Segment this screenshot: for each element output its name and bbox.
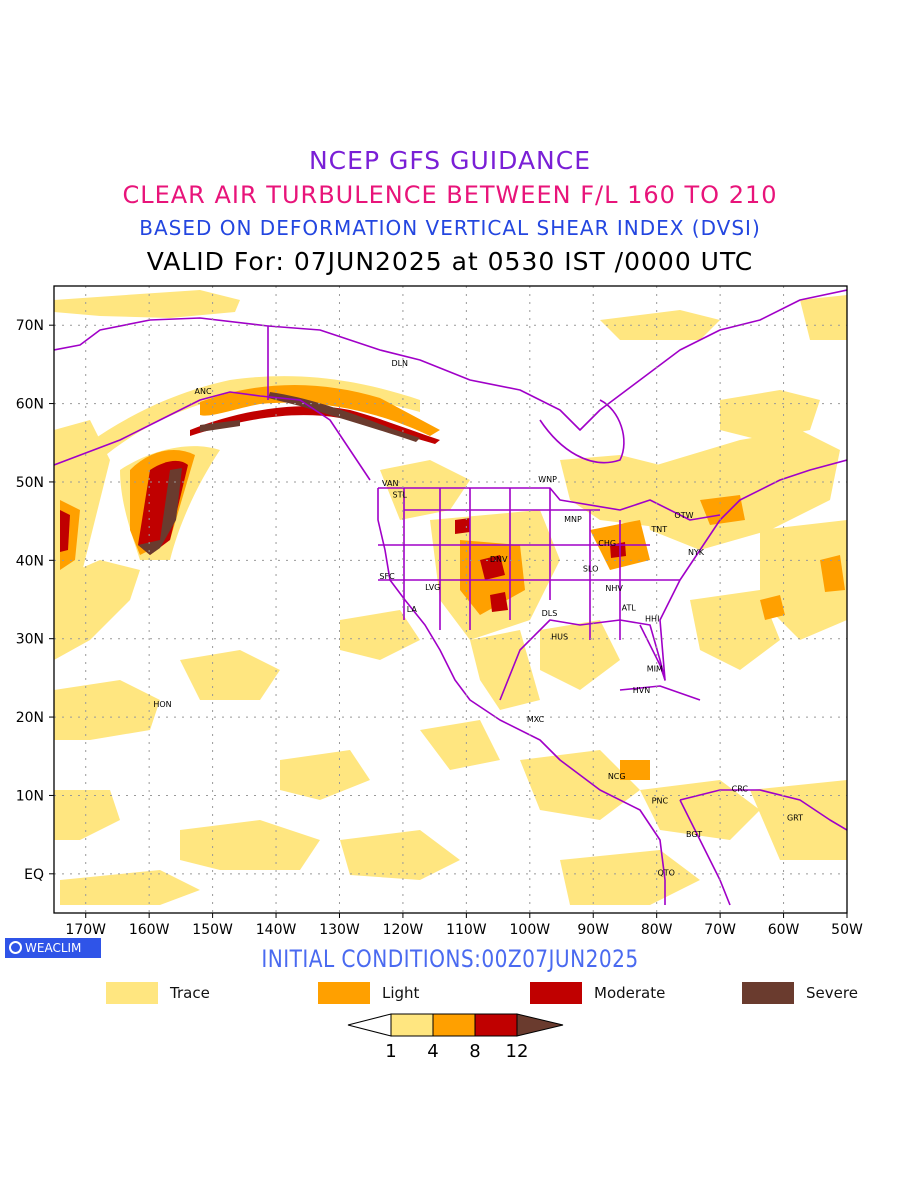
station-hvn: HVN [633,686,650,695]
legend-swatch-trace [106,982,158,1004]
latitude-axis: EQ 10N 20N 30N 40N 50N 60N 70N [16,318,54,883]
lat-tick-label: 30N [16,632,44,648]
colorbar-light-bin [432,1013,476,1037]
colorbar-tick-12: 12 [506,1041,529,1062]
logo-text: WEACLIM [25,941,82,955]
station-dls: DLS [542,609,558,618]
colorbar-tick-1: 1 [385,1041,396,1062]
lat-tick-label: 10N [16,788,44,804]
station-nyk: NYK [688,548,705,557]
trace-areas [54,290,847,905]
station-pnc: PNC [652,796,669,805]
legend-label-light: Light [382,984,420,1002]
station-mim: MIM [647,665,663,674]
lon-tick-label: 130W [319,922,360,938]
station-grt: GRT [787,814,803,823]
turbulence-fields [54,290,847,905]
station-sfc: SFC [379,572,395,581]
station-qto: QTO [657,868,674,877]
station-slo: SLO [583,564,599,573]
station-ncg: NCG [608,772,626,781]
map-frame [53,285,848,914]
lon-tick-label: 60W [768,922,800,938]
lon-tick-label: 90W [577,922,609,938]
chart-title-line-2: CLEAR AIR TURBULENCE BETWEEN F/L 160 TO … [122,181,778,209]
station-hon: HON [153,700,171,709]
station-hhi: HHI [645,614,659,623]
lat-tick-label: 50N [16,475,44,491]
station-chg: CHG [598,539,616,548]
colorbar-moderate-bin [474,1013,518,1037]
lat-tick-label: 20N [16,710,44,726]
colorbar-trace-bin [390,1013,434,1037]
chart-title-line-3: BASED ON DEFORMATION VERTICAL SHEAR INDE… [139,216,761,240]
lon-tick-label: 160W [129,922,170,938]
colorbar: 1 4 8 12 [347,1013,564,1062]
station-bgt: BGT [686,830,702,839]
station-stl: STL [393,491,408,500]
station-atl: ATL [622,603,637,612]
legend-swatch-light [318,982,370,1004]
lat-tick-label: 40N [16,553,44,569]
station-van: VAN [382,479,398,488]
colorbar-tick-4: 4 [427,1041,438,1062]
station-lvg: LVG [425,583,440,592]
chart-title-line-1: NCEP GFS GUIDANCE [308,146,591,175]
legend-label-trace: Trace [170,984,210,1002]
station-otw: OTW [674,511,693,520]
station-wnp: WNP [538,475,557,484]
legend-label-moderate: Moderate [594,984,666,1002]
station-crc: CRC [732,785,749,794]
station-dln: DLN [391,359,408,368]
lon-tick-label: 100W [510,922,551,938]
severe-areas [138,392,420,555]
lat-tick-label: EQ [24,867,44,883]
lat-tick-label: 60N [16,397,44,413]
lon-tick-label: 80W [641,922,673,938]
station-nhv: NHV [605,584,623,593]
chart-title-line-4: VALID For: 07JUN2025 at 0530 IST /0000 U… [146,247,754,276]
longitude-axis: 170W 160W 150W 140W 130W 120W 110W 100W 90W 80W 70… [65,913,863,938]
lon-tick-label: 110W [446,922,487,938]
colorbar-underflow [347,1013,392,1037]
logo-ring-icon [9,941,22,954]
colorbar-severe-overflow [516,1013,564,1037]
colorbar-tick-8: 8 [469,1041,480,1062]
lon-tick-label: 120W [383,922,424,938]
legend-swatch-moderate [530,982,582,1004]
station-hus: HUS [551,632,568,641]
weaclim-logo: WEACLIM [5,938,101,958]
lon-tick-label: 50W [831,922,863,938]
geographic-boundaries [54,289,847,906]
lat-tick-label: 70N [16,318,44,334]
station-anc: ANC [195,387,212,396]
legend-swatch-severe [742,982,794,1004]
station-tnt: TNT [650,525,667,534]
lon-tick-label: 150W [192,922,233,938]
station-mxc: MXC [527,715,545,724]
station-labels: ANC DLN VAN STL SFC LVG LA DNV WNP MNP CHG SLO NHV AT… [153,359,803,877]
station-la: LA [407,605,418,614]
lon-tick-label: 170W [65,922,106,938]
station-dnv: DNV [490,555,508,564]
legend-label-severe: Severe [806,984,858,1002]
station-mnp: MNP [564,515,582,524]
lon-tick-label: 140W [256,922,297,938]
initial-conditions-label: INITIAL CONDITIONS:00Z07JUN2025 [261,945,639,973]
lon-tick-label: 70W [704,922,736,938]
